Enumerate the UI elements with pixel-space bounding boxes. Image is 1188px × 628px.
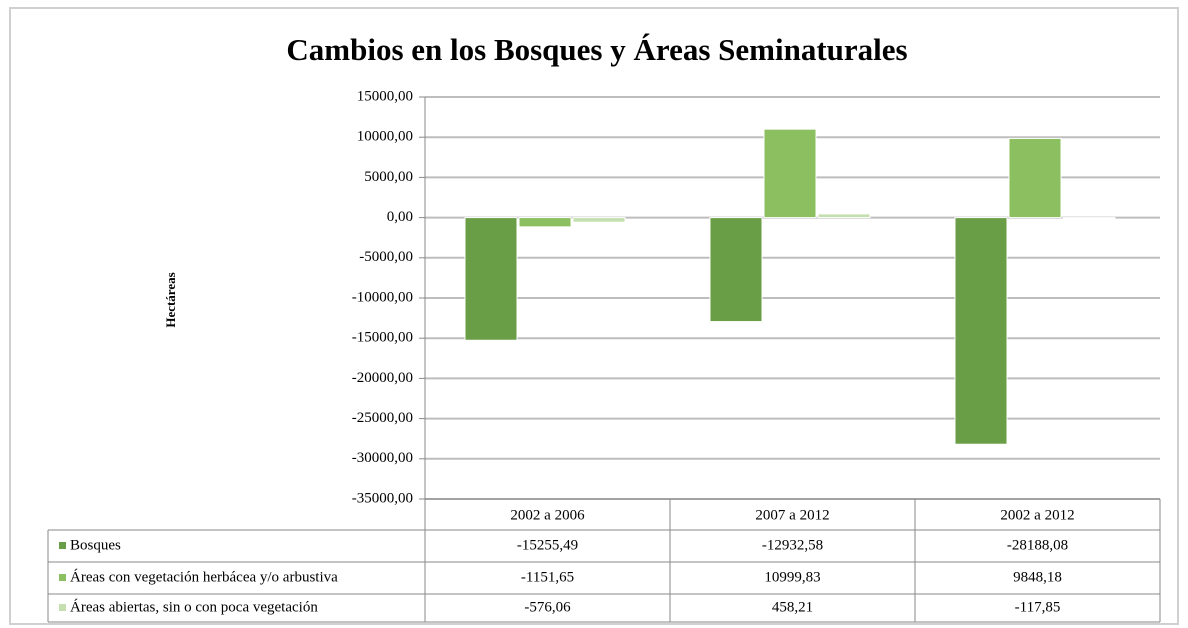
data-label: -576,06 <box>524 599 571 615</box>
legend-label: Áreas abiertas, sin o con poca vegetació… <box>70 598 318 615</box>
x-tick-label: 2007 a 2012 <box>755 507 829 523</box>
y-tick-label: 0,00 <box>387 209 413 225</box>
y-tick-label: -35000,00 <box>352 490 413 506</box>
data-label: -15255,49 <box>517 537 578 553</box>
legend-label: Bosques <box>70 537 121 553</box>
bar <box>817 213 871 219</box>
bar <box>518 217 572 228</box>
x-tick-label: 2002 a 2012 <box>1000 507 1074 523</box>
x-tick-label: 2002 a 2006 <box>510 507 585 523</box>
legend-label: Áreas con vegetación herbácea y/o arbust… <box>70 568 338 585</box>
data-label: -12932,58 <box>762 537 823 553</box>
y-tick-label: -5000,00 <box>359 249 413 265</box>
data-label: -1151,65 <box>521 569 574 585</box>
y-tick-label: -30000,00 <box>352 450 413 466</box>
bar <box>1008 137 1062 219</box>
bar <box>763 128 817 219</box>
data-label: 9848,18 <box>1013 569 1062 585</box>
y-tick-label: -20000,00 <box>352 370 413 386</box>
y-tick-label: -10000,00 <box>352 289 413 305</box>
y-tick-label: 15000,00 <box>357 88 413 104</box>
bar <box>709 217 763 323</box>
data-label: 10999,83 <box>764 569 820 585</box>
y-axis-label: Hectáreas <box>163 272 178 327</box>
y-tick-label: -25000,00 <box>352 410 413 426</box>
chart-title: Cambios en los Bosques y Áreas Seminatur… <box>286 32 907 67</box>
data-label: 458,21 <box>772 599 813 615</box>
bar <box>572 217 626 223</box>
legend-key <box>59 604 66 611</box>
data-label: -117,85 <box>1015 599 1061 615</box>
y-tick-label: 5000,00 <box>364 169 413 185</box>
bar <box>1062 217 1116 220</box>
data-label: -28188,08 <box>1007 537 1068 553</box>
bar <box>954 217 1008 445</box>
legend-key <box>59 574 66 581</box>
legend-key <box>59 542 66 549</box>
y-tick-label: 10000,00 <box>357 129 413 145</box>
y-tick-label: -15000,00 <box>352 330 413 346</box>
bar <box>464 217 518 341</box>
